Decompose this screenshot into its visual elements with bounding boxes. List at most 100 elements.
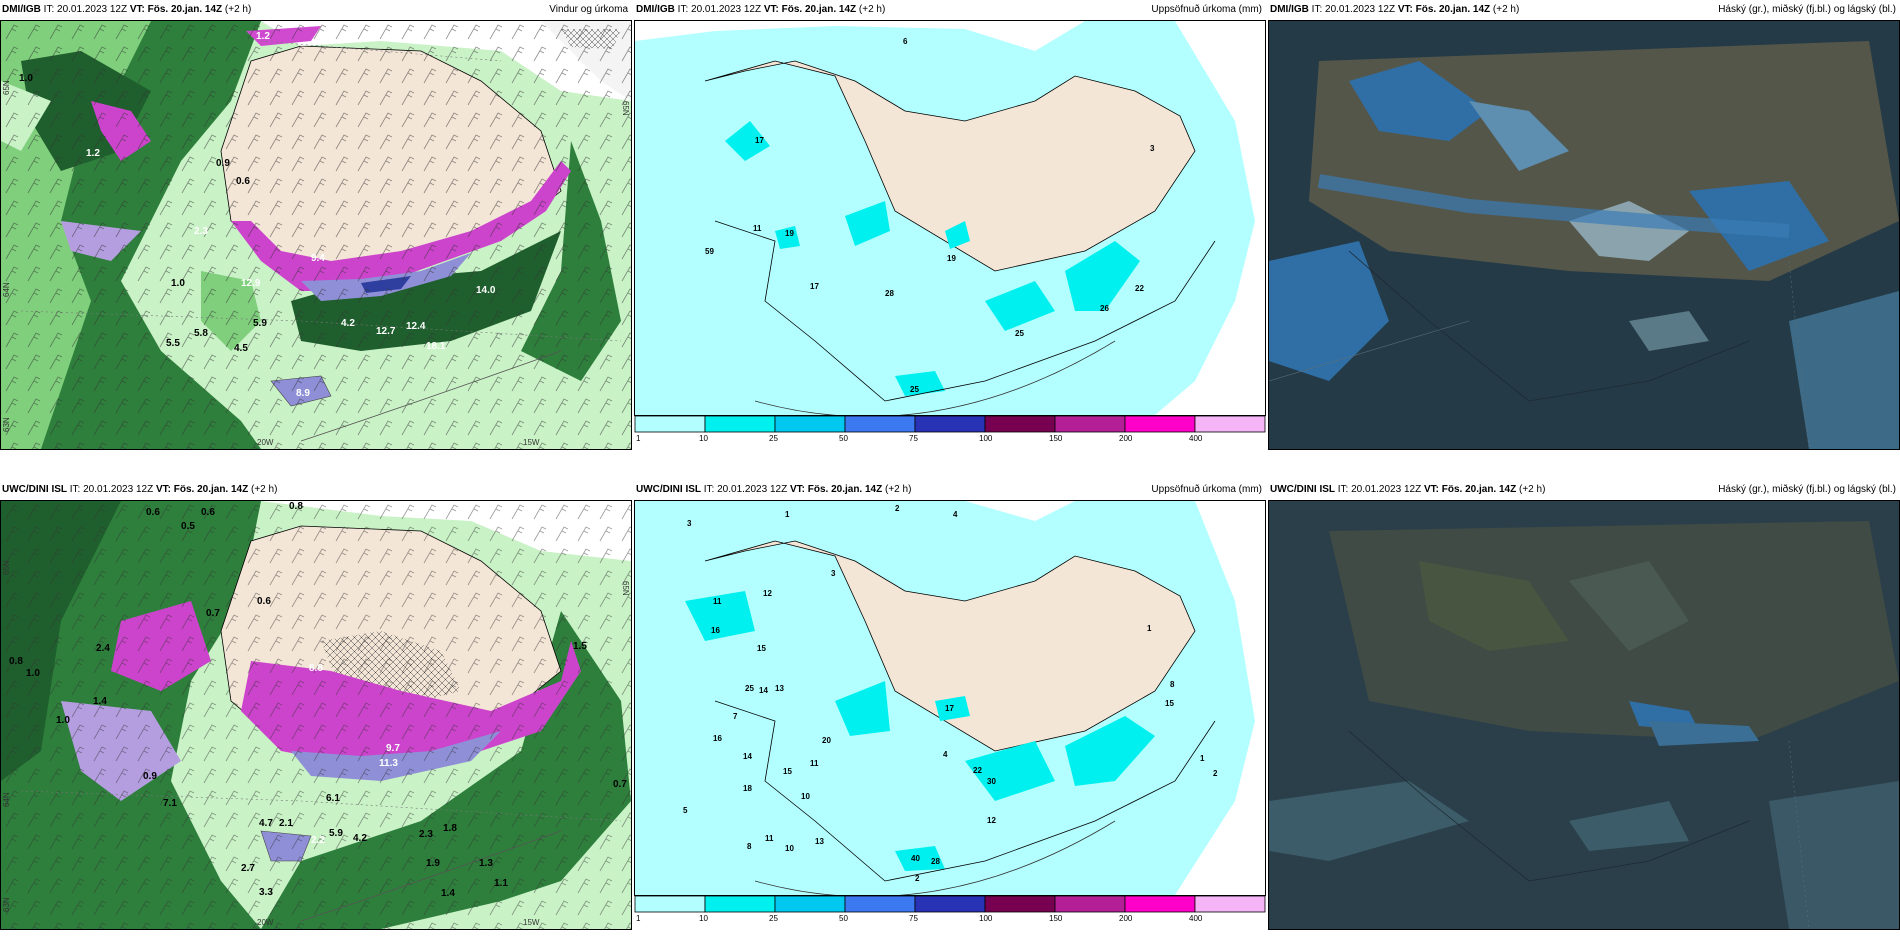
colorbar-swatch [1124,895,1196,913]
precip-value: 8 [747,842,752,851]
precip-map-svg: 6 17 11 19 59 17 28 19 25 26 3 22 25 [635,21,1265,415]
precip-value: 59 [705,247,714,256]
colorbar-svg: 1 10 25 50 75 100 150 200 400 [634,895,1266,923]
it-label: IT: [703,484,715,495]
precip-value: 1.8 [443,823,457,834]
colorbar-swatch [704,415,776,433]
lat-label: 65N [621,101,630,116]
panel-header: UWC/DINI ISL IT: 20.01.2023 12Z VT: Fös.… [0,480,632,500]
colorbar-tick-label: 400 [1189,914,1203,923]
colorbar-tick-label: 25 [769,434,778,443]
precip-value: 1.2 [256,31,270,42]
precip-value: 4.5 [234,343,248,354]
precip-value: 1.0 [171,278,185,289]
precip-value: 18.1 [426,341,446,352]
init-time: 20.01.2023 12Z [57,4,128,15]
model-name: DMI/IGB [2,4,41,15]
precip-value: 2.7 [241,863,255,874]
colorbar-tick-label: 150 [1049,914,1063,923]
precip-value: 3 [687,519,692,528]
precip-value: 1.4 [93,696,107,707]
colorbar-tick-label: 1 [636,914,641,923]
precip-value: 18 [743,784,752,793]
precip-value: 1.0 [56,715,70,726]
precip-value: 0.9 [216,158,230,169]
precip-value: 30 [987,777,996,786]
panel-precip-uwc: UWC/DINI ISL IT: 20.01.2023 12Z VT: Fös.… [634,480,1266,930]
model-name: UWC/DINI ISL [636,484,701,495]
precip-value: 5 [683,806,688,815]
panel-wind-uwc: UWC/DINI ISL IT: 20.01.2023 12Z VT: Fös.… [0,480,632,930]
cloud-map-svg [1269,21,1899,449]
precip-value: 11 [810,759,819,768]
model-name: UWC/DINI ISL [1270,484,1335,495]
precip-value: 40 [911,854,920,863]
panel-header: DMI/IGB IT: 20.01.2023 12Z VT: Fös. 20.j… [1268,0,1900,20]
panel-title: Háský (gr.), miðský (fj.bl.) og lágský (… [1718,484,1896,495]
lead-time: (+2 h) [1519,484,1546,495]
precip-value: 1.3 [479,858,493,869]
panel-header: DMI/IGB IT: 20.01.2023 12Z VT: Fös. 20.j… [634,0,1266,20]
model-name: DMI/IGB [1270,4,1309,15]
precip-value: 5.5 [166,338,180,349]
precip-value: 7.1 [163,798,177,809]
panel-header: DMI/IGB IT: 20.01.2023 12Z VT: Fös. 20.j… [0,0,632,20]
precip-value: 8.8 [309,663,323,674]
precip-value: 2.1 [279,818,293,829]
init-time: 20.01.2023 12Z [83,484,154,495]
precip-value: 2.3 [194,226,208,237]
precip-value: 13 [815,837,824,846]
colorbar-tick-label: 75 [909,434,918,443]
colorbar-tick-label: 50 [839,434,848,443]
cloud-map [1268,500,1900,930]
panel-title: Uppsöfnuð úrkoma (mm) [1151,484,1262,495]
colorbar-tick-label: 25 [769,914,778,923]
precip-value: 3 [1150,144,1155,153]
precip-value: 11 [713,597,722,606]
colorbar: 1 10 25 50 75 100 150 200 400 [634,894,1266,930]
precip-value: 0.6 [257,596,271,607]
precip-value: 4.7 [259,818,273,829]
colorbar-tick-label: 50 [839,914,848,923]
colorbar-tick-label: 100 [979,434,993,443]
colorbar-swatch [774,415,846,433]
colorbar-tick-label: 150 [1049,434,1063,443]
precip-value: 11.3 [379,758,398,769]
precip-map-svg: 3 2 1 4 3 11 16 12 15 25 20 14 13 7 16 1… [635,501,1265,895]
valid-time: Fös. 20.jan. 14Z [807,484,883,495]
precip-value: 14 [743,752,752,761]
colorbar-swatch [844,415,916,433]
precip-value: 12.9 [241,278,261,289]
precip-value: 12 [987,816,996,825]
precip-map: 3 2 1 4 3 11 16 12 15 25 20 14 13 7 16 1… [634,500,1266,896]
precip-value: 0.8 [289,501,303,512]
precip-value: 2.4 [96,643,110,654]
precip-value: 19 [947,254,956,263]
precip-value: 22 [973,766,982,775]
colorbar-svg: 1 10 25 50 75 100 150 200 400 [634,415,1266,443]
lead-time: (+2 h) [251,484,278,495]
vt-label: VT: [1397,4,1413,15]
precip-value: 10 [785,844,794,853]
colorbar-swatch [774,895,846,913]
colorbar-swatch [1194,895,1266,913]
colorbar-tick-label: 10 [699,914,708,923]
precip-value: 22 [1135,284,1144,293]
precip-value: 2 [895,504,900,513]
precip-value: 15 [783,767,792,776]
it-label: IT: [1337,484,1349,495]
lat-label: 63N [2,897,11,912]
precip-value: 1.5 [573,641,587,652]
precip-value: 11 [765,834,774,843]
colorbar-tick-label: 75 [909,914,918,923]
wind-precip-map: 65N 65N 64N 63N 20W 15W 1.0 1.2 0.9 0.6 … [0,20,632,450]
precip-value: 16 [713,734,722,743]
precip-value: 12 [763,589,772,598]
colorbar-tick-label: 1 [636,434,641,443]
init-time: 20.01.2023 12Z [1325,4,1396,15]
it-label: IT: [677,4,689,15]
precip-value: 0.6 [236,176,250,187]
it-label: IT: [1311,4,1323,15]
lat-label: 65N [2,560,11,575]
valid-time: Fös. 20.jan. 14Z [781,4,857,15]
